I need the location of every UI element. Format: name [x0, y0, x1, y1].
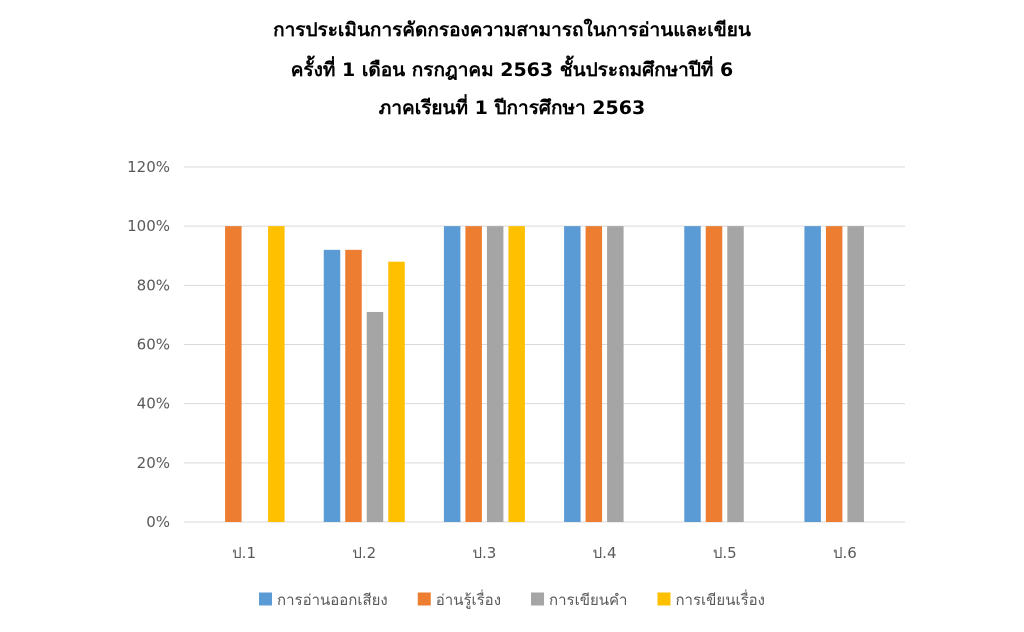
- legend-label: อ่านรู้เรื่อง: [436, 589, 501, 609]
- bar-ป.2-การเขียนเรื่อง: [388, 261, 405, 522]
- legend-entry: อ่านรู้เรื่อง: [417, 589, 501, 609]
- bar-ป.5-การอ่านออกเสียง: [684, 226, 701, 522]
- chart-title-line-2: ครั้งที่ 1 เดือน กรกฎาคม 2563 ชั้นประถมศ…: [291, 55, 734, 81]
- bar-ป.2-อ่านรู้เรื่อง: [345, 249, 362, 523]
- legend-swatch: [417, 592, 431, 606]
- y-tick-label: 60%: [137, 336, 170, 354]
- x-tick-label: ป.1: [232, 544, 256, 562]
- legend-label: การเขียนเรื่อง: [675, 589, 765, 609]
- legend-swatch: [531, 592, 545, 606]
- legend: การอ่านออกเสียง อ่านรู้เรื่อง การเขียนคำ กา…: [259, 589, 765, 609]
- bar-ป.6-อ่านรู้เรื่อง: [825, 226, 843, 522]
- bar-ป.1-การเขียนเรื่อง: [268, 226, 285, 522]
- x-tick-label: ป.2: [352, 544, 376, 562]
- bar-ป.2-การอ่านออกเสียง: [323, 249, 341, 523]
- bar-ป.3-การอ่านออกเสียง: [443, 226, 461, 522]
- y-tick-label: 0%: [146, 513, 170, 531]
- bar-ป.3-อ่านรู้เรื่อง: [465, 226, 482, 522]
- y-tick-label: 40%: [137, 395, 170, 413]
- y-tick-label: 120%: [127, 158, 170, 176]
- x-tick-label: ป.4: [593, 544, 617, 562]
- bar-ป.3-การเขียนเรื่อง: [508, 226, 525, 522]
- bar-ป.5-การเขียนคำ: [727, 226, 744, 522]
- gridlines: [184, 166, 905, 523]
- legend-entry: การอ่านออกเสียง: [259, 591, 388, 609]
- legend-swatch: [657, 592, 671, 606]
- legend-entry: การเขียนเรื่อง: [657, 589, 765, 609]
- x-tick-label: ป.6: [833, 544, 857, 562]
- bar-ป.1-อ่านรู้เรื่อง: [225, 226, 242, 522]
- legend-label: การเขียนคำ: [549, 591, 627, 609]
- bar-ป.2-การเขียนคำ: [366, 311, 384, 522]
- legend-entry: การเขียนคำ: [531, 591, 627, 609]
- chart-title-line-3: ภาคเรียนที่ 1 ปีการศึกษา 2563: [379, 94, 645, 119]
- chart-title-line-1: การประเมินการคัดกรองความสามารถในการอ่านแ…: [273, 18, 751, 41]
- y-tick-label: 100%: [127, 217, 170, 235]
- y-tick-label: 20%: [137, 454, 170, 472]
- chart-title: การประเมินการคัดกรองความสามารถในการอ่านแ…: [273, 18, 751, 119]
- bar-ป.5-อ่านรู้เรื่อง: [705, 226, 723, 522]
- legend-label: การอ่านออกเสียง: [277, 591, 388, 609]
- bar-ป.6-การอ่านออกเสียง: [804, 226, 821, 522]
- bar-ป.4-อ่านรู้เรื่อง: [585, 226, 603, 522]
- bar-ป.3-การเขียนคำ: [486, 226, 504, 522]
- x-tick-label: ป.5: [713, 544, 737, 562]
- y-tick-label: 80%: [137, 276, 170, 294]
- bar-ป.6-การเขียนคำ: [847, 226, 864, 522]
- legend-swatch: [259, 592, 273, 606]
- bar-ป.4-การเขียนคำ: [607, 226, 624, 522]
- bar-ป.4-การอ่านออกเสียง: [564, 226, 581, 522]
- x-tick-label: ป.3: [472, 544, 496, 562]
- bars: [225, 226, 864, 523]
- y-axis: 0% 20% 40% 60% 80% 100% 120%: [127, 158, 170, 531]
- x-axis: ป.1 ป.2 ป.3 ป.4 ป.5 ป.6: [232, 544, 857, 562]
